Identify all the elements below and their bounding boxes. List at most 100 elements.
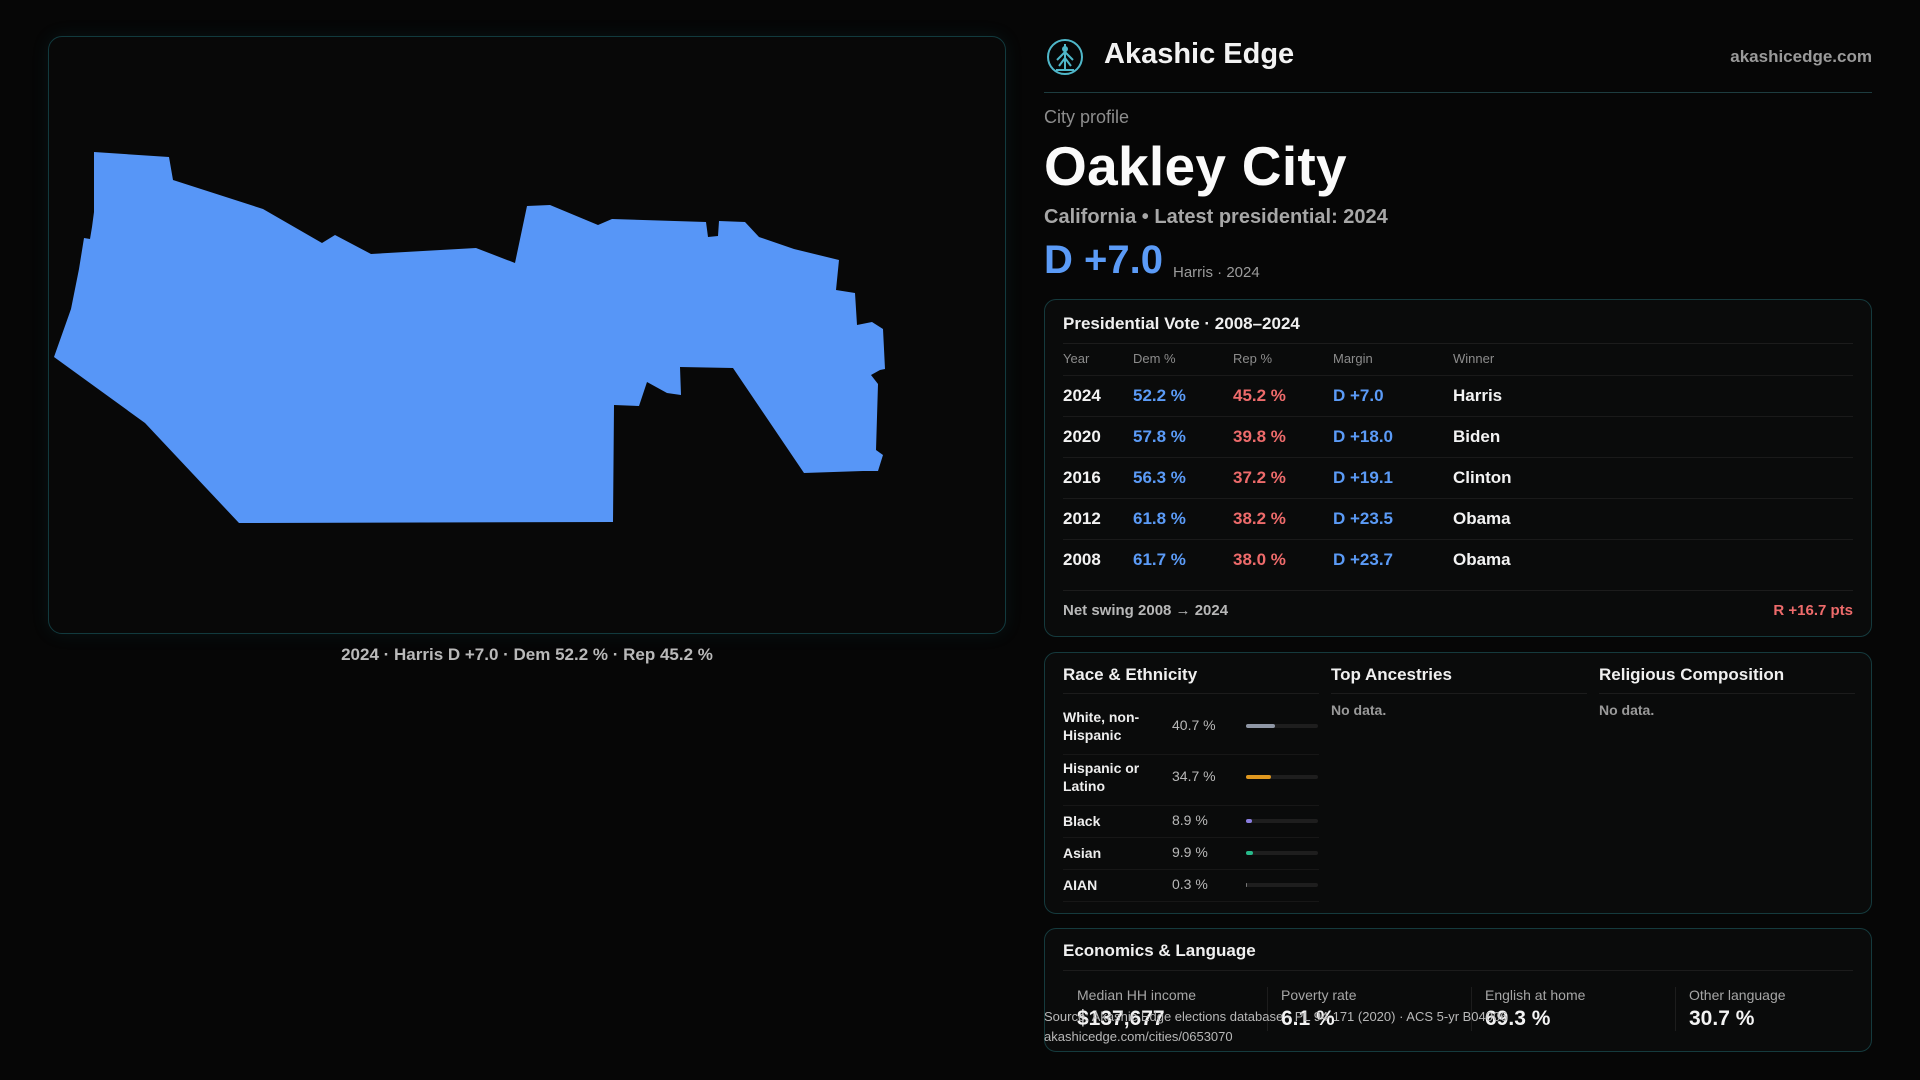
list-item: Black 8.9 % xyxy=(1063,806,1319,838)
presidential-vote-card: Presidential Vote · 2008–2024 Year Dem %… xyxy=(1044,299,1872,637)
stat-value: 6.1 % xyxy=(1281,1007,1335,1030)
table-row: 2008 61.7 % 38.0 % D +23.7 Obama xyxy=(1063,539,1853,581)
stat-other-language: Other language 30.7 % xyxy=(1689,987,1879,1031)
stat-english-home: English at home 69.3 % xyxy=(1485,987,1675,1031)
stat-label: Poverty rate xyxy=(1281,987,1357,1003)
religion-empty: No data. xyxy=(1599,702,1655,718)
cell-margin: D +23.5 xyxy=(1333,509,1394,528)
table-row: 2012 61.8 % 38.2 % D +23.5 Obama xyxy=(1063,498,1853,540)
col-header-rep: Rep % xyxy=(1233,351,1273,366)
race-label: Black xyxy=(1063,813,1101,829)
cell-winner: Harris xyxy=(1453,386,1503,405)
brand-url[interactable]: akashicedge.com xyxy=(1730,47,1872,66)
cell-rep: 38.0 % xyxy=(1233,550,1286,569)
race-ethnicity-section: Race & Ethnicity White, non-Hispanic 40.… xyxy=(1063,665,1319,902)
divider xyxy=(1267,987,1268,1031)
race-value: 9.9 % xyxy=(1172,844,1208,860)
divider xyxy=(1063,343,1853,344)
table-row: 2020 57.8 % 39.8 % D +18.0 Biden xyxy=(1063,416,1853,458)
cell-year: 2024 xyxy=(1063,386,1101,405)
stat-label: Median HH income xyxy=(1077,987,1197,1003)
stat-label: English at home xyxy=(1485,987,1586,1003)
table-row: 2024 52.2 % 45.2 % D +7.0 Harris xyxy=(1063,375,1853,417)
divider xyxy=(1675,987,1676,1031)
cell-winner: Clinton xyxy=(1453,468,1512,487)
col-header-winner: Winner xyxy=(1453,351,1495,366)
cell-rep: 39.8 % xyxy=(1233,427,1286,446)
cell-year: 2012 xyxy=(1063,509,1101,528)
stat-median-income: Median HH income $137,677 xyxy=(1077,987,1267,1031)
footer-link[interactable]: akashicedge.com/cities/0653070 xyxy=(1044,1029,1233,1044)
col-header-dem: Dem % xyxy=(1133,351,1176,366)
cell-dem: 61.7 % xyxy=(1133,550,1186,569)
page-eyebrow: City profile xyxy=(1044,107,1130,127)
cell-year: 2016 xyxy=(1063,468,1101,487)
table-row: 2016 56.3 % 37.2 % D +19.1 Clinton xyxy=(1063,457,1853,499)
econ-title: Economics & Language xyxy=(1063,941,1256,960)
race-label: Asian xyxy=(1063,845,1102,861)
cell-margin: D +19.1 xyxy=(1333,468,1394,487)
divider xyxy=(1063,590,1853,591)
ancestries-section: Top Ancestries No data. xyxy=(1331,665,1587,718)
cell-dem: 61.8 % xyxy=(1133,509,1186,528)
race-bar-track xyxy=(1246,819,1318,823)
list-item: AIAN 0.3 % xyxy=(1063,870,1319,902)
profile-header: Akashic Edge akashicedge.com City profil… xyxy=(1044,36,1872,282)
col-header-year: Year xyxy=(1063,351,1090,366)
race-bar-track xyxy=(1246,724,1318,728)
divider xyxy=(1063,970,1853,971)
stat-value: 69.3 % xyxy=(1485,1007,1551,1030)
race-bar-track xyxy=(1246,775,1318,779)
cell-rep: 45.2 % xyxy=(1233,386,1286,405)
footer: Source: Akashic Edge elections database … xyxy=(1044,1007,1507,1047)
race-bar-track xyxy=(1246,851,1318,855)
cell-margin: D +7.0 xyxy=(1333,386,1384,405)
stat-poverty-rate: Poverty rate 6.1 % xyxy=(1281,987,1471,1031)
cell-rep: 38.2 % xyxy=(1233,509,1286,528)
religion-title: Religious Composition xyxy=(1599,665,1855,694)
cell-dem: 57.8 % xyxy=(1133,427,1186,446)
cell-year: 2020 xyxy=(1063,427,1101,446)
cell-dem: 52.2 % xyxy=(1133,386,1186,405)
tree-circle-icon xyxy=(1047,39,1083,75)
stat-value: $137,677 xyxy=(1077,1007,1165,1030)
cell-winner: Biden xyxy=(1453,427,1501,446)
page-title: Oakley City xyxy=(1044,135,1347,197)
economics-card: Economics & Language Median HH income $1… xyxy=(1044,928,1872,1052)
cell-dem: 56.3 % xyxy=(1133,468,1186,487)
race-title: Race & Ethnicity xyxy=(1063,665,1319,694)
race-value: 40.7 % xyxy=(1172,717,1216,733)
city-boundary-shape xyxy=(54,152,885,523)
religion-section: Religious Composition No data. xyxy=(1599,665,1855,718)
race-label: White, non-Hispanic xyxy=(1063,709,1140,743)
race-bar-fill xyxy=(1246,775,1271,779)
map-panel xyxy=(48,36,1006,634)
brand-name: Akashic Edge xyxy=(1104,38,1295,70)
race-value: 34.7 % xyxy=(1172,768,1216,784)
demographics-card: Race & Ethnicity White, non-Hispanic 40.… xyxy=(1044,652,1872,914)
vote-card-title: Presidential Vote · 2008–2024 xyxy=(1063,314,1300,333)
race-bar-fill xyxy=(1246,851,1254,855)
page-subtitle: California • Latest presidential: 2024 xyxy=(1044,206,1388,228)
race-value: 0.3 % xyxy=(1172,876,1208,892)
cell-rep: 37.2 % xyxy=(1233,468,1286,487)
stat-label: Other language xyxy=(1689,987,1786,1003)
net-swing-value: R +16.7 pts xyxy=(1773,602,1853,619)
brand-bar: Akashic Edge akashicedge.com xyxy=(1044,36,1872,93)
ancestries-title: Top Ancestries xyxy=(1331,665,1587,694)
list-item: Asian 9.9 % xyxy=(1063,838,1319,870)
race-label: Hispanic or Latino xyxy=(1063,760,1140,794)
cell-margin: D +18.0 xyxy=(1333,427,1394,446)
city-boundary-map xyxy=(54,152,885,523)
list-item: Hispanic or Latino 34.7 % xyxy=(1063,755,1319,806)
latest-margin: D +7.0 xyxy=(1044,238,1163,282)
cell-winner: Obama xyxy=(1453,509,1511,528)
map-caption: 2024 · Harris D +7.0 · Dem 52.2 % · Rep … xyxy=(341,645,713,664)
list-item: White, non-Hispanic 40.7 % xyxy=(1063,704,1319,755)
race-bar-fill xyxy=(1246,819,1253,823)
divider xyxy=(1471,987,1472,1031)
race-label: AIAN xyxy=(1063,877,1098,893)
race-bar-track xyxy=(1246,883,1318,887)
stat-value: 30.7 % xyxy=(1689,1007,1755,1030)
ancestries-empty: No data. xyxy=(1331,702,1387,718)
